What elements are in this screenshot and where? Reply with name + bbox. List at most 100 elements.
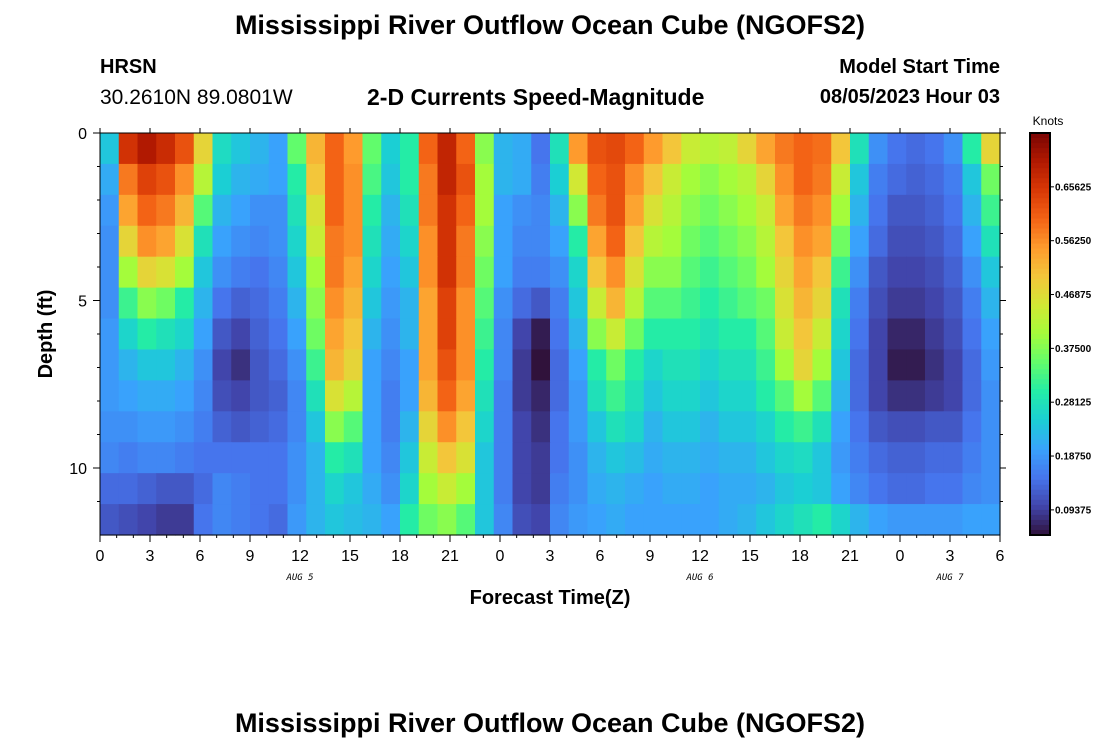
- colorbar-segment: [1030, 203, 1050, 209]
- heatmap-cell: [325, 473, 345, 505]
- heatmap-cell: [362, 163, 382, 196]
- heatmap-cell: [325, 442, 345, 474]
- heatmap-cell: [493, 504, 514, 536]
- colorbar-segment: [1030, 273, 1050, 280]
- heatmap-cell: [681, 411, 701, 443]
- heatmap-cell: [887, 380, 907, 412]
- heatmap-cell: [906, 349, 926, 381]
- heatmap-cell: [775, 411, 795, 443]
- x-axis-label: Forecast Time(Z): [470, 587, 631, 609]
- heatmap-cell: [850, 411, 870, 443]
- heatmap-cell: [193, 411, 214, 443]
- heatmap-cell: [193, 163, 214, 196]
- heatmap-cell: [643, 473, 664, 505]
- heatmap-cell: [475, 349, 495, 381]
- heatmap-cell: [268, 163, 289, 196]
- heatmap-cell: [475, 318, 495, 351]
- heatmap-cell: [400, 163, 420, 196]
- heatmap-cell: [100, 442, 120, 474]
- heatmap-cell: [775, 287, 795, 320]
- heatmap-cell: [943, 256, 964, 289]
- heatmap-cell: [512, 133, 532, 165]
- colorbar-segment: [1030, 469, 1050, 476]
- heatmap-cell: [418, 194, 439, 227]
- heatmap-cell: [812, 349, 832, 381]
- heatmap-cell: [756, 473, 776, 505]
- colorbar-segment: [1030, 354, 1050, 360]
- heatmap-cell: [137, 133, 157, 165]
- heatmap-cell: [531, 133, 551, 165]
- heatmap-cell: [212, 473, 232, 505]
- heatmap-cell: [231, 380, 251, 412]
- colorbar-segment: [1030, 464, 1050, 471]
- station-coordinates: 30.2610N 89.0801W: [100, 86, 293, 109]
- heatmap-cell: [587, 318, 607, 351]
- heatmap-cell: [118, 256, 139, 289]
- colorbar-segment: [1030, 173, 1050, 179]
- heatmap-cell: [850, 287, 870, 320]
- heatmap-cell: [231, 442, 251, 474]
- heatmap-cell: [943, 194, 964, 227]
- heatmap-cell: [662, 380, 682, 412]
- heatmap-cell: [287, 442, 307, 474]
- heatmap-cell: [868, 256, 889, 289]
- heatmap-cell: [343, 411, 364, 443]
- heatmap-cell: [925, 133, 945, 165]
- heatmap-cell: [193, 318, 214, 351]
- colorbar-tick-label: 0.65625: [1055, 182, 1092, 193]
- heatmap-cell: [887, 442, 907, 474]
- heatmap-cell: [231, 411, 251, 443]
- heatmap-cell: [493, 287, 514, 320]
- heatmap-cell: [100, 225, 120, 258]
- heatmap-cell: [775, 318, 795, 351]
- x-date-label: AUG 5: [285, 573, 313, 583]
- heatmap-cell: [175, 318, 195, 351]
- colorbar-segment: [1030, 278, 1050, 285]
- heatmap-cell: [381, 318, 401, 351]
- heatmap-cell: [606, 318, 626, 351]
- heatmap-cell: [456, 380, 476, 412]
- heatmap-cell: [456, 287, 476, 320]
- colorbar-segment: [1030, 374, 1050, 380]
- heatmap-cell: [700, 473, 720, 505]
- heatmap-cell: [775, 256, 795, 289]
- heatmap-cell: [925, 163, 945, 196]
- heatmap-cell: [681, 380, 701, 412]
- heatmap-cell: [662, 133, 682, 165]
- heatmap-cell: [306, 256, 326, 289]
- heatmap-cell: [325, 194, 345, 227]
- heatmap-cell: [681, 256, 701, 289]
- heatmap-cell: [681, 318, 701, 351]
- heatmap-cell: [362, 473, 382, 505]
- heatmap-cell: [268, 133, 289, 165]
- colorbar-segment: [1030, 193, 1050, 199]
- heatmap-cell: [362, 318, 382, 351]
- model-start-label: Model Start Time: [839, 56, 1000, 78]
- heatmap-cell: [400, 504, 420, 536]
- colorbar-segment: [1030, 339, 1050, 345]
- heatmap-cell: [418, 442, 439, 474]
- colorbar-segment: [1030, 449, 1050, 456]
- heatmap-cell: [137, 380, 157, 412]
- heatmap-cell: [925, 194, 945, 227]
- heatmap-cell: [831, 318, 851, 351]
- heatmap-cell: [625, 287, 645, 320]
- heatmap-cell: [437, 442, 457, 474]
- heatmap-cell: [418, 504, 439, 536]
- heatmap-cell: [343, 504, 364, 536]
- heatmap-cell: [512, 287, 532, 320]
- heatmap-cell: [231, 225, 251, 258]
- heatmap-cell: [212, 349, 232, 381]
- heatmap-cell: [793, 380, 814, 412]
- colorbar-segment: [1030, 178, 1050, 184]
- heatmap-cell: [212, 318, 232, 351]
- heatmap-cell: [156, 504, 176, 536]
- heatmap-cell: [850, 349, 870, 381]
- heatmap-cell: [400, 133, 420, 165]
- heatmap-cell: [512, 163, 532, 196]
- heatmap-cell: [493, 318, 514, 351]
- heatmap-cell: [868, 442, 889, 474]
- heatmap-cell: [643, 504, 664, 536]
- heatmap-cell: [700, 256, 720, 289]
- heatmap-cell: [868, 225, 889, 258]
